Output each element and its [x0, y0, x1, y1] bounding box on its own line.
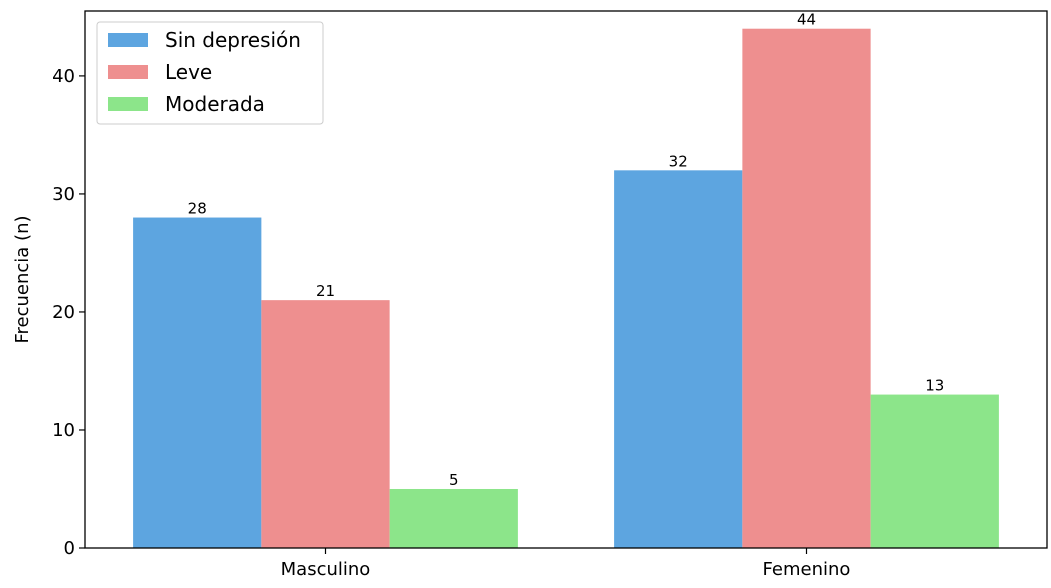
legend: Sin depresión Leve Moderada [96, 21, 324, 125]
bar-moderada-femenino [870, 394, 999, 548]
y-axis-ticks: 0 10 20 30 40 [52, 66, 85, 559]
legend-swatch [108, 33, 148, 47]
legend-label: Leve [165, 60, 212, 84]
legend-swatch [108, 65, 148, 79]
data-label: 21 [316, 282, 335, 300]
y-tick-label: 20 [52, 302, 75, 323]
y-axis-label: Frecuencia (n) [12, 215, 33, 343]
legend-swatch [108, 97, 148, 111]
bar-sin-depresi-n-masculino [133, 217, 262, 549]
y-tick-label: 10 [52, 420, 75, 441]
plot-frame [84, 10, 1048, 549]
data-label: 28 [188, 200, 207, 218]
y-tick-label: 30 [52, 184, 75, 205]
data-label: 44 [797, 11, 816, 29]
axes-layer [84, 10, 1048, 549]
data-label: 32 [669, 152, 688, 170]
data-label: 13 [925, 377, 944, 395]
legend-label: Sin depresión [165, 28, 301, 52]
legend-frame [96, 21, 324, 125]
bar-sin-depresi-n-femenino [614, 170, 743, 549]
legend-label: Moderada [165, 92, 265, 116]
x-axis-ticks: Masculino Femenino [281, 548, 851, 580]
bar-leve-masculino [261, 300, 390, 548]
data-label: 5 [449, 471, 459, 489]
data-labels-layer: 28 32 21 44 5 13 [188, 11, 945, 489]
bar-leve-femenino [742, 28, 871, 548]
bars-layer [133, 28, 999, 549]
y-tick-label: 40 [52, 66, 75, 87]
bar-moderada-masculino [389, 488, 518, 548]
x-tick-label: Femenino [763, 559, 851, 580]
y-tick-label: 0 [64, 538, 75, 559]
x-tick-label: Masculino [281, 559, 371, 580]
